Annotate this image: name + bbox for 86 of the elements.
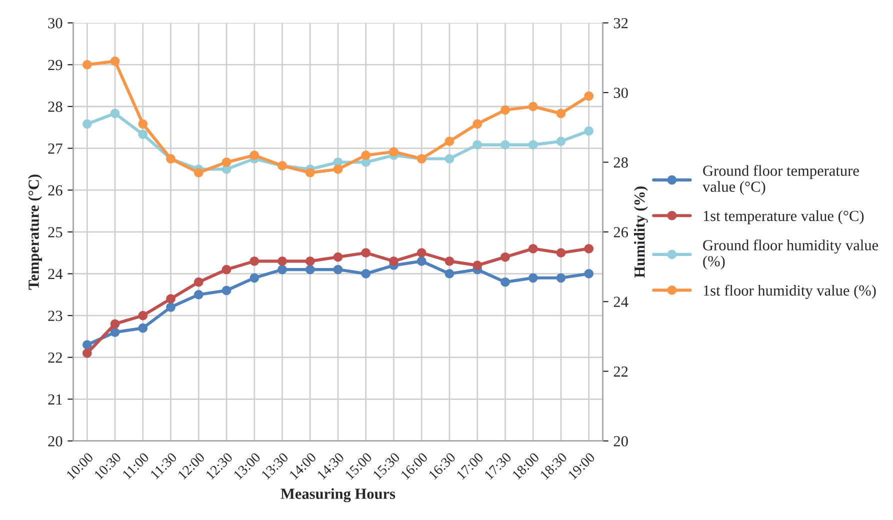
point	[472, 140, 482, 150]
y-tick-label: 29	[48, 60, 62, 70]
point	[528, 244, 538, 254]
point	[528, 140, 538, 150]
legend-label: Ground floor temperature value (°C)	[702, 164, 859, 195]
point	[444, 269, 454, 278]
point	[82, 348, 92, 358]
point	[556, 108, 566, 118]
point	[584, 91, 594, 101]
point	[250, 273, 260, 283]
y2-tick-label: 32	[614, 18, 628, 28]
y2-tick-label: 30	[614, 88, 628, 98]
point	[556, 136, 566, 146]
point	[389, 256, 398, 266]
point	[138, 323, 148, 333]
point	[472, 119, 482, 129]
y-tick-label: 24	[48, 268, 63, 280]
point	[82, 119, 92, 129]
legend-label: Ground floor humidity value (%)	[703, 239, 878, 270]
y-tick-label: 28	[48, 102, 62, 112]
y2-tick-label: 26	[614, 227, 628, 238]
point	[444, 154, 454, 164]
point	[584, 126, 594, 136]
point	[194, 168, 204, 178]
y2-axis-title: Humidity (%)	[634, 186, 648, 278]
point	[416, 248, 426, 258]
point	[389, 147, 398, 156]
point	[361, 150, 371, 160]
y2-tick-label: 22	[614, 366, 628, 377]
point	[305, 168, 315, 178]
point	[194, 277, 204, 287]
point	[194, 290, 204, 300]
point	[278, 264, 287, 274]
y-tick-label: 27	[48, 143, 62, 154]
point	[528, 102, 538, 112]
point	[278, 256, 287, 266]
point	[138, 130, 148, 140]
point	[250, 150, 260, 160]
point	[110, 108, 120, 118]
y-axis-title: Temperature (°C)	[28, 174, 42, 290]
point	[305, 264, 315, 274]
point	[556, 248, 566, 258]
point	[444, 136, 454, 146]
point	[110, 328, 120, 337]
point	[528, 273, 538, 283]
y-tick-label: 26	[48, 185, 62, 196]
point	[110, 319, 120, 329]
point	[138, 310, 148, 320]
point	[416, 256, 426, 266]
point	[500, 277, 510, 287]
legend-label: 1st temperature value (°C)	[704, 210, 864, 224]
y2-tick-label: 20	[614, 436, 628, 446]
point	[361, 269, 371, 278]
point	[500, 140, 510, 150]
point	[222, 286, 232, 296]
point	[333, 164, 343, 174]
point	[472, 260, 482, 270]
point	[305, 256, 315, 266]
point	[138, 119, 148, 129]
point	[333, 252, 343, 262]
y-tick-label: 20	[48, 436, 62, 446]
point	[250, 256, 260, 266]
point	[500, 252, 510, 262]
point	[361, 248, 371, 258]
point	[82, 60, 92, 70]
point	[556, 273, 566, 283]
point	[82, 340, 92, 350]
point	[584, 244, 594, 254]
point	[166, 294, 176, 304]
point	[500, 105, 510, 115]
point	[584, 269, 594, 278]
point	[444, 256, 454, 266]
y2-tick-label: 28	[614, 157, 628, 168]
y-tick-label: 22	[48, 352, 62, 363]
legend-label: 1st floor humidity value (%)	[704, 284, 876, 299]
point	[333, 264, 343, 274]
point	[222, 264, 232, 274]
y2-tick-label: 24	[614, 296, 628, 307]
point	[110, 56, 120, 66]
y-tick-label: 25	[48, 227, 62, 238]
point	[166, 302, 176, 312]
y-tick-label: 30	[48, 18, 62, 28]
x-axis-title: Measuring Hours	[280, 488, 396, 502]
y-tick-label: 21	[48, 394, 62, 404]
y-tick-label: 23	[48, 310, 62, 321]
point	[222, 158, 232, 167]
